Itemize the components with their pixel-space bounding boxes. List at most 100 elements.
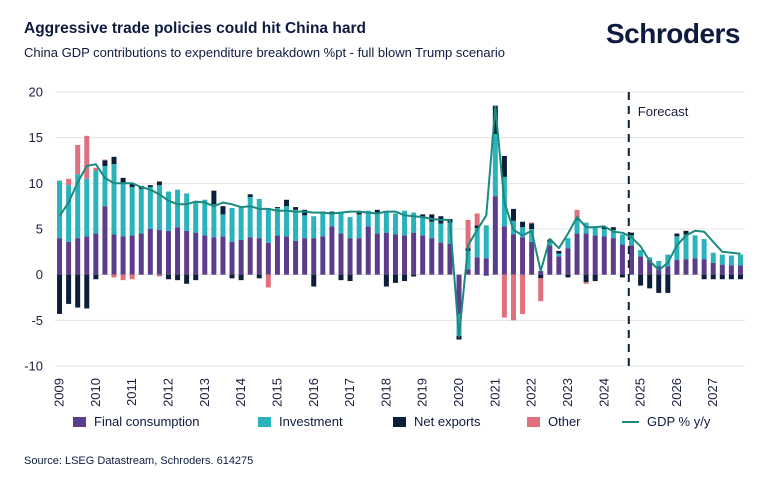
bar-final-consumption — [93, 233, 99, 275]
brand-logo: Schroders — [606, 18, 741, 49]
bar-other — [574, 209, 580, 219]
bar-investment — [175, 189, 181, 228]
legend-gdp: GDP % y/y — [622, 414, 710, 429]
bar-net-exports — [66, 274, 72, 304]
bar-final-consumption — [547, 245, 553, 275]
chart-title: Aggressive trade policies could hit Chin… — [24, 20, 366, 37]
bar-investment — [420, 218, 426, 236]
legend-swatch-net-exports — [393, 416, 406, 427]
bar-other — [583, 281, 589, 284]
bar-final-consumption — [692, 258, 698, 275]
bar-investment — [692, 235, 698, 259]
x-tick-label: 2025 — [633, 378, 648, 407]
bar-investment — [411, 212, 417, 233]
bar-investment — [665, 254, 671, 267]
bar-net-exports — [184, 274, 190, 284]
y-tick-label: 5 — [36, 222, 43, 237]
bar-final-consumption — [193, 232, 199, 275]
bar-investment — [75, 174, 81, 239]
bar-net-exports — [120, 177, 126, 183]
bar-investment — [238, 207, 244, 240]
bar-final-consumption — [238, 239, 244, 275]
bar-investment — [93, 170, 99, 234]
bar-net-exports — [565, 274, 571, 278]
bar-other — [510, 274, 516, 321]
bar-investment — [565, 238, 571, 249]
bar-investment — [547, 241, 553, 246]
bar-net-exports — [284, 199, 290, 207]
bar-net-exports — [701, 274, 707, 280]
bars-layer — [57, 105, 743, 340]
bar-investment — [710, 252, 716, 263]
bar-other — [156, 274, 162, 277]
bar-final-consumption — [647, 260, 653, 275]
bar-net-exports — [93, 274, 99, 280]
y-tick-label: 20 — [29, 85, 43, 100]
bar-investment — [701, 239, 707, 260]
bar-final-consumption — [338, 233, 344, 275]
x-tick-label: 2009 — [52, 378, 67, 407]
bar-final-consumption — [84, 236, 90, 275]
bar-net-exports — [474, 225, 480, 229]
bar-final-consumption — [728, 265, 734, 275]
bar-final-consumption — [638, 256, 644, 275]
bar-final-consumption — [365, 226, 371, 275]
bar-final-consumption — [737, 265, 743, 275]
bar-final-consumption — [302, 238, 308, 275]
bar-investment — [374, 212, 380, 234]
bar-net-exports — [383, 274, 389, 287]
bar-net-exports — [175, 274, 181, 281]
bar-net-exports — [501, 155, 507, 177]
bar-other — [129, 274, 135, 280]
legend-investment: Investment — [258, 414, 343, 429]
bar-final-consumption — [592, 235, 598, 275]
bar-final-consumption — [619, 244, 625, 275]
bar-other — [66, 178, 72, 186]
bar-net-exports — [102, 160, 108, 166]
bar-final-consumption — [538, 271, 544, 275]
bar-net-exports — [629, 232, 635, 236]
bar-investment — [619, 234, 625, 245]
bar-investment — [347, 217, 353, 239]
x-tick-label: 2013 — [197, 378, 212, 407]
bar-investment — [57, 180, 63, 239]
bar-investment — [656, 260, 662, 267]
bar-net-exports — [193, 274, 199, 281]
bar-final-consumption — [719, 264, 725, 275]
bar-net-exports — [274, 207, 280, 208]
y-tick-label: 0 — [36, 267, 43, 282]
bar-final-consumption — [529, 241, 535, 275]
bar-other — [102, 159, 108, 161]
bar-investment — [438, 223, 444, 243]
bar-final-consumption — [102, 206, 108, 275]
bar-investment — [647, 257, 653, 261]
x-tick-label: 2017 — [342, 378, 357, 407]
bar-final-consumption — [510, 234, 516, 275]
bar-investment — [338, 212, 344, 234]
bar-final-consumption — [374, 233, 380, 275]
bar-final-consumption — [138, 233, 144, 275]
bar-final-consumption — [220, 236, 226, 275]
bar-investment — [320, 213, 326, 237]
bar-final-consumption — [129, 235, 135, 275]
bar-investment — [556, 253, 562, 257]
x-tick-label: 2023 — [560, 378, 575, 407]
chart-subtitle: China GDP contributions to expenditure b… — [24, 45, 506, 60]
bar-final-consumption — [184, 230, 190, 275]
bar-net-exports — [156, 181, 162, 186]
bar-investment — [256, 198, 262, 239]
bar-investment — [629, 235, 635, 246]
bar-final-consumption — [247, 237, 253, 275]
bar-investment — [129, 186, 135, 236]
bar-final-consumption — [556, 256, 562, 275]
bar-final-consumption — [701, 259, 707, 275]
legend-swatch-investment — [258, 416, 271, 427]
bar-final-consumption — [202, 235, 208, 275]
bar-net-exports — [492, 105, 498, 135]
x-tick-label: 2024 — [596, 378, 611, 407]
bar-investment — [610, 229, 616, 239]
x-tick-label: 2011 — [124, 378, 139, 406]
bar-net-exports — [247, 194, 253, 198]
bar-investment — [719, 254, 725, 265]
